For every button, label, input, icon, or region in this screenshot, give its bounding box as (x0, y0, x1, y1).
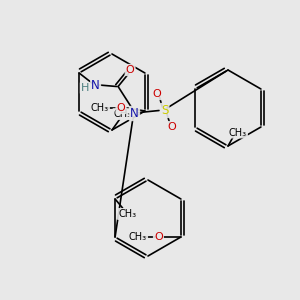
Text: H: H (81, 83, 89, 93)
Text: O: O (154, 232, 163, 242)
Text: CH₃: CH₃ (118, 209, 136, 219)
Text: CH₃: CH₃ (129, 232, 147, 242)
Text: CH₃: CH₃ (91, 103, 109, 113)
Text: O: O (153, 89, 161, 99)
Text: O: O (126, 65, 134, 75)
Text: O: O (116, 103, 125, 113)
Text: O: O (168, 122, 176, 132)
Text: CH₃: CH₃ (113, 109, 132, 119)
Text: N: N (91, 79, 100, 92)
Text: N: N (130, 107, 139, 120)
Text: S: S (161, 104, 168, 117)
Text: CH₃: CH₃ (229, 128, 247, 137)
